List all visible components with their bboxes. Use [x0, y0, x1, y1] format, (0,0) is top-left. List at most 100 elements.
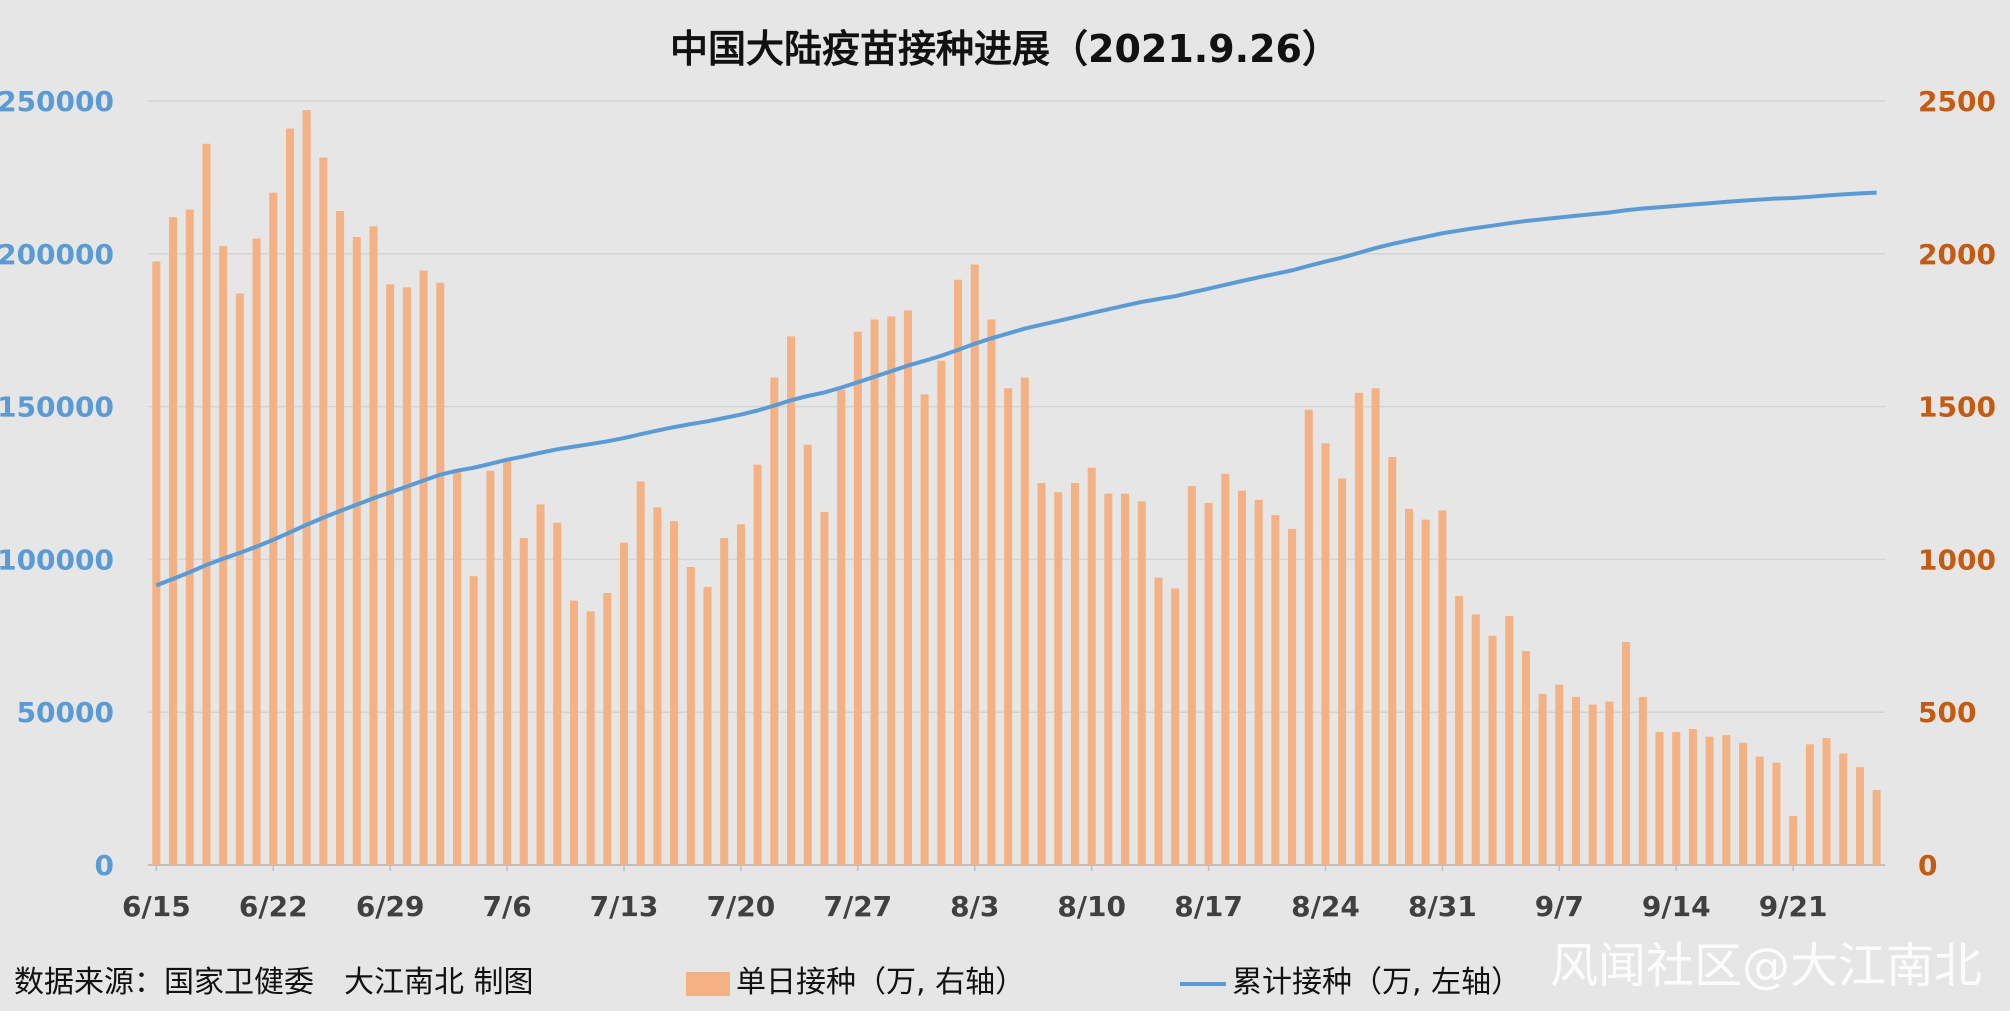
- bar: [1271, 515, 1280, 865]
- bar: [402, 287, 411, 865]
- bar: [452, 472, 461, 865]
- bar: [1004, 388, 1013, 865]
- bar: [352, 236, 361, 866]
- bar: [1421, 519, 1430, 865]
- bar: [1121, 493, 1130, 865]
- bar: [1221, 473, 1230, 865]
- y-right-tick-label: 0: [1918, 849, 1937, 882]
- bar: [1070, 483, 1079, 865]
- x-tick-label: 8/17: [1174, 890, 1243, 923]
- bar: [1588, 704, 1597, 865]
- watermark: 风闻社区@大江南北: [1550, 938, 1982, 994]
- bar: [1505, 615, 1514, 865]
- bar: [586, 611, 595, 865]
- bar: [469, 576, 478, 865]
- bar: [1789, 816, 1798, 865]
- bar: [553, 522, 562, 865]
- bar: [920, 394, 929, 865]
- bar: [519, 538, 528, 865]
- bar: [1521, 651, 1530, 865]
- bar: [1538, 693, 1547, 865]
- bar: [1204, 502, 1213, 865]
- x-tick-label: 6/15: [122, 890, 191, 923]
- bar: [1171, 588, 1180, 865]
- bar: [152, 261, 161, 865]
- bar: [1154, 577, 1163, 865]
- bar: [285, 128, 294, 865]
- bar: [1338, 478, 1347, 865]
- axes: 0 50000 100000 150000 200000 250000 0 500 1000 15…: [0, 85, 1996, 923]
- x-tick-label: 8/10: [1057, 890, 1126, 923]
- x-tick-label: 7/13: [590, 890, 659, 923]
- bar: [954, 279, 963, 865]
- bar: [636, 481, 645, 865]
- bar: [252, 238, 261, 865]
- bar: [1187, 486, 1196, 865]
- bar: [1739, 742, 1748, 865]
- y-left-tick-label: 100000: [0, 543, 114, 576]
- bar: [686, 567, 695, 865]
- bar: [1555, 684, 1564, 865]
- bar: [1605, 701, 1614, 865]
- bar: [269, 192, 278, 865]
- bar: [1622, 641, 1631, 865]
- source-note: 数据来源：国家卫健委 大江南北 制图: [14, 965, 534, 1000]
- legend-bar-label: 单日接种（万, 右轴）: [736, 965, 1025, 1000]
- x-tick-label: 6/29: [356, 890, 425, 923]
- bar: [653, 507, 662, 865]
- y-right-tick-label: 2000: [1918, 238, 1996, 271]
- legend-line-label: 累计接种（万, 左轴）: [1232, 965, 1521, 1000]
- bar: [1839, 753, 1848, 865]
- bar: [1254, 499, 1263, 865]
- bar: [620, 542, 629, 865]
- line-series: [155, 190, 1877, 588]
- bar: [703, 586, 712, 865]
- bar: [336, 211, 345, 865]
- x-tick-label: 8/31: [1408, 890, 1477, 923]
- bar: [837, 389, 846, 865]
- y-right-tick-label: 2500: [1918, 85, 1996, 118]
- chart-title: 中国大陆疫苗接种进展（2021.9.26）: [670, 27, 1340, 71]
- bar: [753, 464, 762, 865]
- bar: [1655, 732, 1664, 865]
- bar: [486, 470, 495, 865]
- bar: [853, 331, 862, 866]
- bar: [1388, 457, 1397, 865]
- bar: [1404, 508, 1414, 865]
- x-tick-label: 8/24: [1291, 890, 1360, 923]
- bar: [787, 336, 796, 865]
- bar: [1772, 762, 1781, 865]
- y-left-tick-label: 250000: [0, 85, 114, 118]
- y-right-tick-label: 1500: [1918, 391, 1996, 424]
- bar: [1572, 696, 1581, 865]
- bar: [1805, 744, 1814, 865]
- bar: [386, 284, 395, 865]
- bar: [1672, 732, 1681, 865]
- x-tick-label: 9/14: [1642, 890, 1711, 923]
- bar: [1438, 510, 1447, 865]
- x-tick-label: 6/22: [239, 890, 308, 923]
- bar: [1455, 596, 1464, 865]
- bar: [1087, 467, 1096, 865]
- legend: 单日接种（万, 右轴） 累计接种（万, 左轴）: [686, 965, 1521, 1000]
- bar: [1638, 696, 1647, 865]
- y-left-tick-label: 0: [95, 849, 114, 882]
- bar: [302, 110, 311, 866]
- bar: [820, 512, 829, 865]
- bar: [670, 521, 679, 865]
- bar: [887, 316, 896, 865]
- bar: [1855, 767, 1864, 865]
- bar: [1722, 735, 1731, 865]
- bar: [970, 264, 979, 865]
- y-left-tick-label: 150000: [0, 391, 114, 424]
- bar: [903, 310, 912, 866]
- bar: [536, 504, 545, 865]
- bar: [419, 270, 428, 865]
- x-tick-label: 8/3: [950, 890, 999, 923]
- cumulative-line: [155, 190, 1877, 588]
- bar: [1020, 377, 1029, 865]
- bar: [1688, 729, 1697, 865]
- bar: [219, 246, 228, 865]
- bar: [569, 600, 578, 865]
